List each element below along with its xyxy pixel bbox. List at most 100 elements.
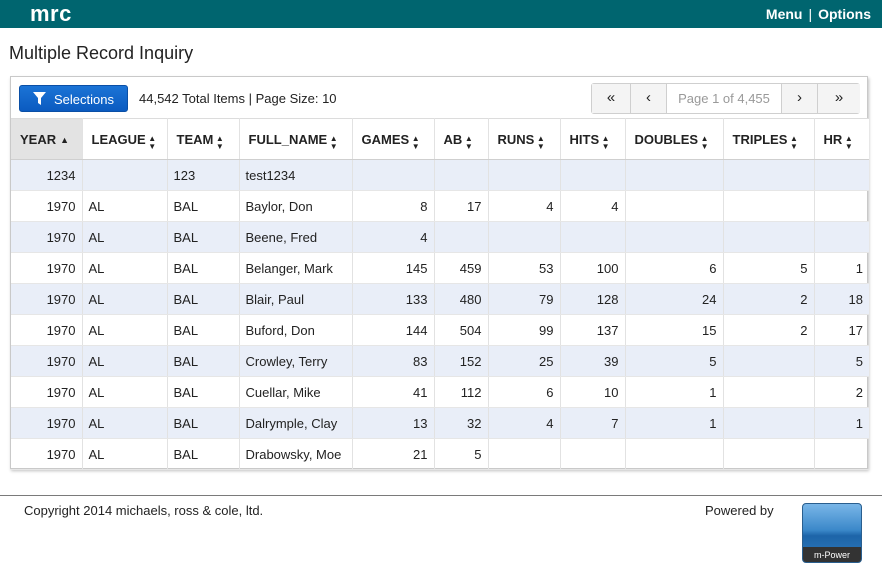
table-cell-hits: 10 xyxy=(560,376,626,408)
m-power-logo[interactable]: m-Power xyxy=(802,503,862,563)
table-cell-hits xyxy=(560,438,626,470)
selections-button[interactable]: Selections xyxy=(19,85,128,112)
page-number-input[interactable]: Page 1 of 4,455 xyxy=(667,84,782,113)
next-page-button[interactable]: › xyxy=(782,84,818,113)
grid-panel: Selections 44,542 Total Items | Page Siz… xyxy=(10,76,869,470)
table-cell-games: 4 xyxy=(352,221,435,253)
table-cell-doubles: 1 xyxy=(625,376,724,408)
sort-both-icon: ▲▼ xyxy=(844,133,854,150)
column-header-hits[interactable]: HITS ▲▼ xyxy=(560,118,626,160)
table-row[interactable]: 1970 AL BAL Blair, Paul 133 480 79 128 24 2 18 xyxy=(11,283,869,315)
table-cell-hits: 137 xyxy=(560,314,626,346)
total-items-info: 44,542 Total Items | Page Size: 10 xyxy=(139,91,337,106)
top-bar: mrc Menu | Options xyxy=(0,0,882,28)
table-cell-doubles: 5 xyxy=(625,345,724,377)
column-header-league[interactable]: LEAGUE ▲▼ xyxy=(82,118,168,160)
m-power-logo-text: m-Power xyxy=(813,550,850,560)
sort-both-icon: ▲▼ xyxy=(789,133,799,150)
table-cell-team: BAL xyxy=(167,190,240,222)
m-power-logo-strip xyxy=(803,547,861,562)
table-cell-year: 1970 xyxy=(11,221,83,253)
table-cell-year: 1970 xyxy=(11,407,83,439)
column-header-ab[interactable]: AB ▲▼ xyxy=(434,118,489,160)
table-cell-games xyxy=(352,159,435,191)
first-page-button[interactable]: « xyxy=(592,84,631,113)
table-cell-triples xyxy=(723,407,815,439)
column-header-hr[interactable]: HR ▲▼ xyxy=(814,118,869,160)
table-row[interactable]: 1970 AL BAL Crowley, Terry 83 152 25 39 5 5 xyxy=(11,345,869,377)
table-cell-league: AL xyxy=(82,190,168,222)
column-header-full-name[interactable]: FULL_NAME ▲▼ xyxy=(239,118,353,160)
table-cell-doubles xyxy=(625,438,724,470)
prev-page-button[interactable]: ‹ xyxy=(631,84,667,113)
table-row[interactable]: 1970 AL BAL Beene, Fred 4 xyxy=(11,221,869,253)
table-cell-year: 1234 xyxy=(11,159,83,191)
table-cell-full-name: Belanger, Mark xyxy=(239,252,353,284)
table-cell-team: BAL xyxy=(167,252,240,284)
table-cell-league: AL xyxy=(82,283,168,315)
table-cell-league: AL xyxy=(82,252,168,284)
table-cell-triples: 2 xyxy=(723,314,815,346)
table-cell-doubles xyxy=(625,159,724,191)
options-link[interactable]: Options xyxy=(818,6,871,22)
table-cell-ab: 32 xyxy=(434,407,489,439)
table-cell-runs: 25 xyxy=(488,345,561,377)
table-cell-year: 1970 xyxy=(11,376,83,408)
table-cell-hits: 100 xyxy=(560,252,626,284)
table-row[interactable]: 1970 AL BAL Baylor, Don 8 17 4 4 xyxy=(11,190,869,222)
table-cell-ab: 112 xyxy=(434,376,489,408)
column-header-triples[interactable]: TRIPLES ▲▼ xyxy=(723,118,815,160)
table-cell-ab: 459 xyxy=(434,252,489,284)
table-cell-full-name: Dalrymple, Clay xyxy=(239,407,353,439)
table-row[interactable]: 1970 AL BAL Belanger, Mark 145 459 53 100 6 5 1 xyxy=(11,252,869,284)
table-cell-league xyxy=(82,159,168,191)
table-cell-team: BAL xyxy=(167,376,240,408)
table-cell-hits xyxy=(560,159,626,191)
sort-both-icon: ▲▼ xyxy=(536,133,546,150)
column-header-team[interactable]: TEAM ▲▼ xyxy=(167,118,240,160)
table-cell-ab: 152 xyxy=(434,345,489,377)
table-cell-doubles xyxy=(625,221,724,253)
table-row[interactable]: 1234 123 test1234 xyxy=(11,159,869,191)
table-cell-runs: 79 xyxy=(488,283,561,315)
table-cell-year: 1970 xyxy=(11,252,83,284)
table-cell-ab: 504 xyxy=(434,314,489,346)
table-body: 1234 123 test1234 1970 AL BAL Baylor, Don 8 17 4 4… xyxy=(11,159,869,470)
table-cell-league: AL xyxy=(82,314,168,346)
table-cell-ab xyxy=(434,221,489,253)
column-header-games[interactable]: GAMES ▲▼ xyxy=(352,118,435,160)
table-cell-hits: 128 xyxy=(560,283,626,315)
table-cell-hr: 18 xyxy=(814,283,869,315)
column-header-runs[interactable]: RUNS ▲▼ xyxy=(488,118,561,160)
menu-link[interactable]: Menu xyxy=(765,6,803,22)
nav-separator: | xyxy=(808,6,813,22)
table-row[interactable]: 1970 AL BAL Cuellar, Mike 41 112 6 10 1 2 xyxy=(11,376,869,408)
table-cell-games: 133 xyxy=(352,283,435,315)
table-cell-games: 144 xyxy=(352,314,435,346)
table-cell-team: BAL xyxy=(167,345,240,377)
table-cell-full-name: test1234 xyxy=(239,159,353,191)
top-nav: Menu | Options xyxy=(766,6,871,22)
table-cell-year: 1970 xyxy=(11,190,83,222)
column-header-year[interactable]: YEAR ▲ xyxy=(11,118,83,160)
last-page-button[interactable]: » xyxy=(818,84,860,113)
table-row[interactable]: 1970 AL BAL Dalrymple, Clay 13 32 4 7 1 1 xyxy=(11,407,869,439)
sort-both-icon: ▲▼ xyxy=(147,133,157,150)
table-cell-year: 1970 xyxy=(11,438,83,470)
footer-divider xyxy=(0,495,882,496)
table-cell-team: 123 xyxy=(167,159,240,191)
app-logo[interactable]: mrc xyxy=(30,1,72,26)
sort-asc-icon: ▲ xyxy=(60,134,70,145)
table-cell-triples xyxy=(723,376,815,408)
table-row[interactable]: 1970 AL BAL Drabowsky, Moe 21 5 xyxy=(11,438,869,470)
table-cell-runs: 4 xyxy=(488,407,561,439)
table-cell-league: AL xyxy=(82,345,168,377)
table-cell-doubles: 1 xyxy=(625,407,724,439)
sort-both-icon: ▲▼ xyxy=(601,133,611,150)
table-cell-doubles xyxy=(625,190,724,222)
column-header-doubles[interactable]: DOUBLES ▲▼ xyxy=(625,118,724,160)
table-cell-runs xyxy=(488,438,561,470)
table-cell-hits xyxy=(560,221,626,253)
sort-both-icon: ▲▼ xyxy=(329,133,339,150)
table-row[interactable]: 1970 AL BAL Buford, Don 144 504 99 137 15 2 17 xyxy=(11,314,869,346)
